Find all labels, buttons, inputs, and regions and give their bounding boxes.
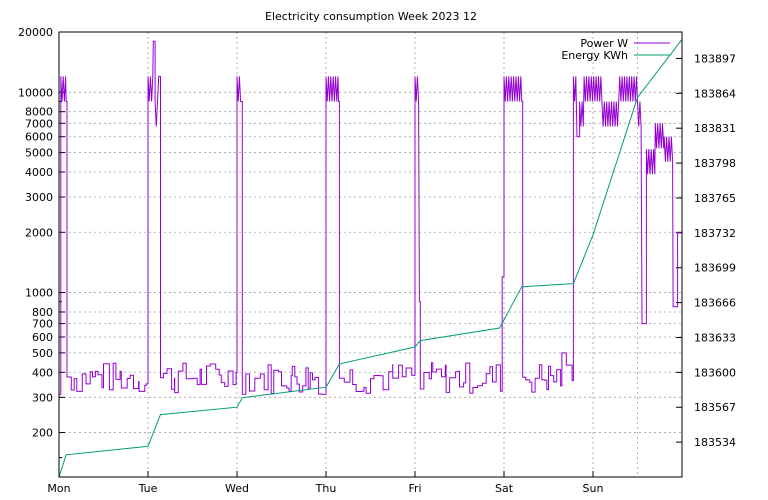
y2-tick-label: 183633 — [694, 331, 736, 344]
y2-tick-label: 183699 — [694, 262, 736, 275]
y2-tick-label: 183567 — [694, 401, 736, 414]
x-tick-label: Wed — [225, 482, 249, 495]
y-tick-label: 800 — [32, 306, 53, 319]
legend-label: Power W — [580, 37, 628, 50]
y2-tick-label: 183534 — [694, 436, 736, 449]
y2-tick-label: 183897 — [694, 52, 736, 65]
x-tick-label: Thu — [315, 482, 337, 495]
y-tick-label: 3000 — [25, 191, 53, 204]
y-tick-label: 200 — [32, 427, 53, 440]
y-tick-label: 300 — [32, 391, 53, 404]
y-axis-right: 183534 183567 183600 183633 183666 183699 1837… — [676, 52, 736, 449]
y-tick-label: 4000 — [25, 166, 53, 179]
y-tick-label: 600 — [32, 331, 53, 344]
chart-title: Electricity consumption Week 2023 12 — [265, 10, 477, 23]
grid-lines — [59, 31, 682, 477]
x-tick-label: Sun — [583, 482, 604, 495]
y2-tick-label: 183732 — [694, 227, 736, 240]
y2-tick-label: 183666 — [694, 297, 736, 310]
x-tick-label: Tue — [138, 482, 158, 495]
x-tick-label: Fri — [408, 482, 421, 495]
series-power-line — [59, 40, 683, 395]
y2-tick-label: 183600 — [694, 366, 736, 379]
y2-tick-label: 183798 — [694, 157, 736, 170]
y2-tick-label: 183765 — [694, 192, 736, 205]
y-tick-label: 20000 — [18, 26, 53, 39]
y-tick-label: 5000 — [25, 147, 53, 160]
y-tick-label: 500 — [32, 347, 53, 360]
y-tick-label: 7000 — [25, 117, 53, 130]
x-axis: Mon Tue Wed Thu Fri Sat Sun — [47, 471, 603, 495]
y-tick-label: 700 — [32, 318, 53, 331]
plot-border — [58, 31, 683, 478]
y-tick-label: 400 — [32, 366, 53, 379]
series-layer — [58, 39, 683, 478]
y-tick-label: 2000 — [25, 226, 53, 239]
y2-tick-label: 183864 — [694, 87, 736, 100]
legend-label: Energy KWh — [561, 49, 628, 62]
y2-tick-label: 183831 — [694, 122, 736, 135]
x-tick-label: Sat — [495, 482, 514, 495]
y-tick-label: 8000 — [25, 106, 53, 119]
x-tick-label: Mon — [47, 482, 70, 495]
y-tick-label: 10000 — [18, 86, 53, 99]
series-energy-line — [58, 39, 683, 478]
y-tick-label: 1000 — [25, 287, 53, 300]
y-tick-label: 6000 — [25, 131, 53, 144]
